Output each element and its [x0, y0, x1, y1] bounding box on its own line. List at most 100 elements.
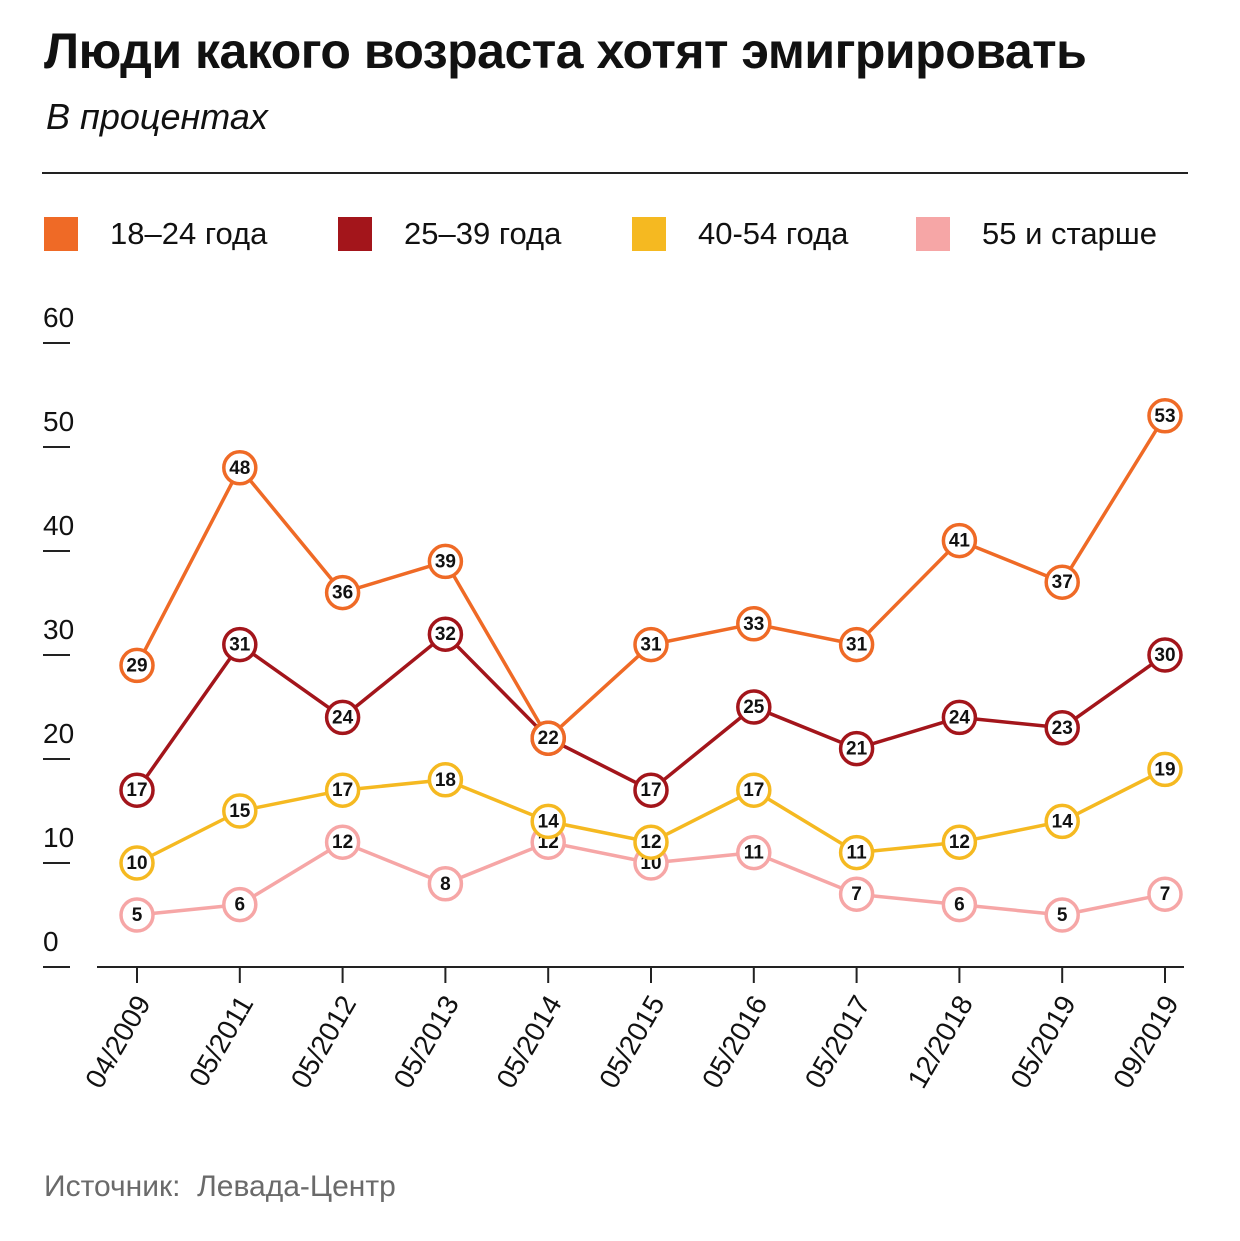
x-tick-label-7: 05/2017 [799, 990, 876, 1093]
data-label-1-2: 24 [332, 707, 354, 728]
y-tick-label-0: 0 [43, 926, 59, 957]
x-tick-label-3: 05/2013 [388, 990, 465, 1093]
data-label-3-8: 6 [954, 895, 965, 916]
x-tick-label-4: 05/2014 [490, 990, 567, 1093]
source-note: Источник: Левада-Центр [44, 1170, 396, 1204]
data-label-2-2: 17 [332, 780, 353, 801]
legend-label-25-39: 25–39 года [404, 216, 562, 251]
data-label-0-6: 33 [743, 614, 764, 635]
data-point-1-8 [941, 699, 978, 736]
data-label-3-7: 7 [851, 884, 862, 905]
data-label-2-3: 18 [435, 770, 456, 791]
legend-item-18-24: 18–24 года [44, 214, 267, 254]
data-label-3-10: 7 [1160, 884, 1171, 905]
data-point-1-2 [324, 699, 361, 736]
x-tick-label-10: 09/2019 [1107, 990, 1184, 1093]
legend-swatch-25-39 [338, 217, 372, 251]
data-point-0-5 [633, 626, 669, 663]
legend-swatch-40-54 [632, 217, 666, 251]
legend-item-55-plus: 55 и старше [916, 214, 1157, 254]
data-point-0-7 [838, 626, 875, 663]
data-point-0-0 [119, 647, 155, 684]
data-label-1-8: 24 [949, 707, 971, 728]
data-label-2-1: 15 [229, 801, 251, 822]
chart-subtitle: В процентах [46, 96, 268, 137]
data-point-2-8 [941, 824, 978, 860]
data-label-1-1: 31 [229, 635, 251, 656]
data-label-0-9: 37 [1052, 572, 1073, 593]
data-point-3-0 [119, 897, 155, 933]
data-point-3-3 [427, 866, 464, 902]
data-point-2-5 [633, 824, 669, 860]
data-label-1-6: 25 [743, 697, 765, 718]
legend-item-40-54: 40-54 года [632, 214, 848, 254]
data-label-1-0: 17 [126, 780, 147, 801]
data-label-0-0: 29 [126, 655, 147, 676]
data-point-2-7 [838, 834, 875, 871]
source-prefix: Источник: [44, 1170, 181, 1203]
x-tick-label-2: 05/2012 [285, 990, 362, 1093]
data-point-3-1 [222, 886, 258, 923]
data-point-1-10 [1147, 637, 1183, 673]
data-label-1-10: 30 [1154, 645, 1175, 666]
data-point-1-7 [838, 730, 875, 767]
data-label-3-6: 11 [744, 843, 765, 864]
data-label-3-1: 6 [235, 895, 246, 916]
data-point-2-4 [530, 803, 566, 840]
chart-title: Люди какого возраста хотят эмигрировать [44, 23, 1087, 79]
data-point-1-0 [119, 772, 155, 808]
legend-label-18-24: 18–24 года [110, 216, 268, 251]
y-tick-label-40: 40 [43, 510, 74, 541]
x-tick-label-1: 05/2011 [183, 990, 259, 1091]
data-label-2-0: 10 [126, 853, 147, 874]
data-point-0-10 [1147, 398, 1183, 434]
data-point-0-3 [427, 543, 464, 580]
data-point-2-9 [1044, 803, 1080, 840]
data-label-2-10: 19 [1154, 759, 1175, 780]
data-point-3-10 [1147, 876, 1183, 912]
data-label-0-3: 39 [435, 551, 456, 572]
data-label-1-5: 17 [640, 780, 661, 801]
y-tick-label-30: 30 [43, 614, 74, 645]
data-label-2-6: 17 [743, 780, 764, 801]
data-point-2-2 [324, 772, 361, 808]
data-point-3-6 [736, 834, 772, 871]
data-point-2-1 [222, 793, 258, 829]
data-point-3-8 [941, 886, 978, 923]
data-point-2-3 [427, 762, 464, 798]
title-divider [42, 172, 1188, 174]
x-tick-label-5: 05/2015 [593, 990, 670, 1093]
data-label-0-10: 53 [1154, 406, 1175, 427]
data-label-2-7: 11 [847, 843, 868, 864]
data-point-3-9 [1044, 897, 1080, 933]
y-tick-label-60: 60 [43, 302, 74, 333]
data-point-3-2 [324, 824, 361, 860]
data-point-2-6 [736, 772, 772, 808]
data-label-3-3: 8 [440, 874, 451, 895]
data-point-2-10 [1147, 751, 1183, 788]
data-point-1-9 [1044, 710, 1080, 746]
data-label-1-9: 23 [1052, 718, 1073, 739]
data-label-1-7: 21 [846, 739, 868, 760]
data-point-0-6 [736, 606, 772, 642]
source-name: Левада-Центр [197, 1170, 396, 1203]
data-label-3-0: 5 [132, 905, 143, 926]
data-label-0-2: 36 [332, 583, 353, 604]
data-point-0-2 [324, 574, 361, 611]
legend: 18–24 года 25–39 года 40-54 года 55 и ст… [44, 214, 1194, 254]
data-label-0-1: 48 [229, 458, 250, 479]
data-point-1-5 [633, 772, 669, 808]
data-label-2-8: 12 [949, 832, 970, 853]
legend-label-40-54: 40-54 года [698, 216, 849, 251]
y-tick-label-10: 10 [43, 822, 74, 853]
data-label-2-4: 14 [538, 811, 560, 832]
data-label-3-9: 5 [1057, 905, 1068, 926]
data-label-2-5: 12 [640, 832, 661, 853]
x-tick-label-8: 12/2018 [902, 990, 979, 1093]
legend-item-25-39: 25–39 года [338, 214, 561, 254]
legend-swatch-18-24 [44, 217, 78, 251]
x-tick-label-6: 05/2016 [696, 990, 773, 1093]
data-label-3-2: 12 [332, 832, 353, 853]
data-point-2-0 [119, 845, 155, 881]
